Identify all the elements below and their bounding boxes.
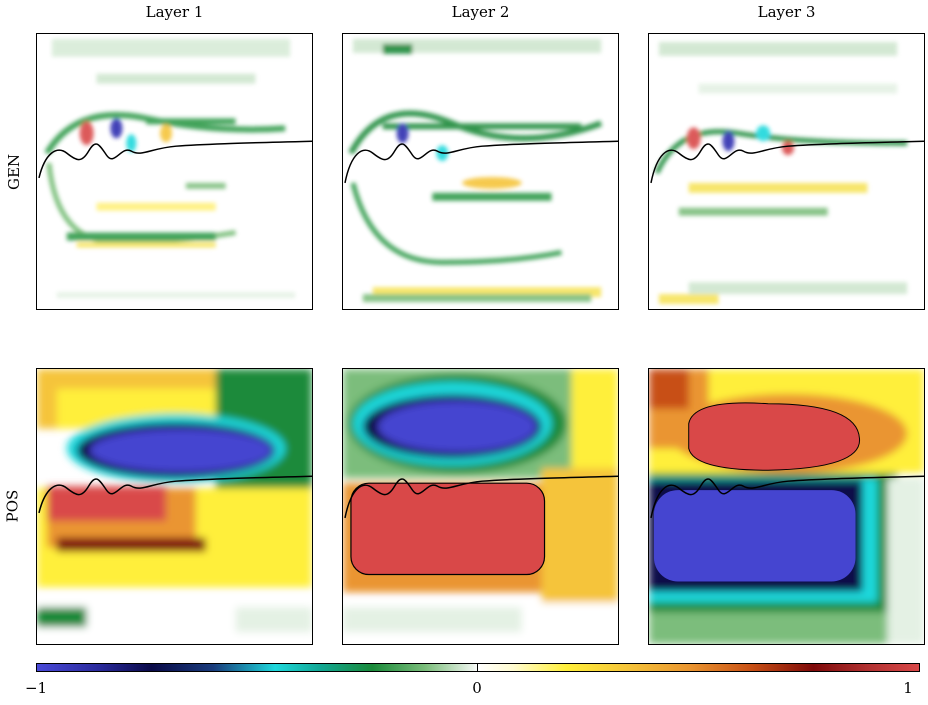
colorbar-label-max: 1: [903, 679, 913, 697]
column-title-layer-3: Layer 3: [757, 3, 816, 21]
panel-gen-layer-2: [342, 33, 619, 310]
row-label-pos: POS: [3, 489, 22, 523]
colorbar-label-mid: 0: [472, 679, 482, 697]
row-label-gen: GEN: [5, 153, 24, 191]
column-title-layer-2: Layer 2: [451, 3, 510, 21]
colorbar: [36, 663, 920, 672]
field-map-gen-layer-3: [650, 41, 924, 305]
field-map-gen-layer-2: [344, 38, 618, 303]
panel-pos-layer-3: [648, 368, 925, 645]
column-title-layer-1: Layer 1: [145, 3, 204, 21]
panel-pos-layer-1: [36, 368, 313, 645]
field-map-pos-layer-1: [37, 369, 312, 644]
field-map-pos-layer-2: [343, 369, 618, 644]
colorbar-tick-mid: [477, 663, 478, 671]
field-map-pos-layer-3: [649, 369, 924, 644]
panel-gen-layer-3: [648, 33, 925, 310]
colorbar-label-min: −1: [24, 679, 48, 697]
panel-gen-layer-1: [36, 33, 313, 310]
field-map-gen-layer-1: [38, 38, 312, 299]
panel-pos-layer-2: [342, 368, 619, 645]
